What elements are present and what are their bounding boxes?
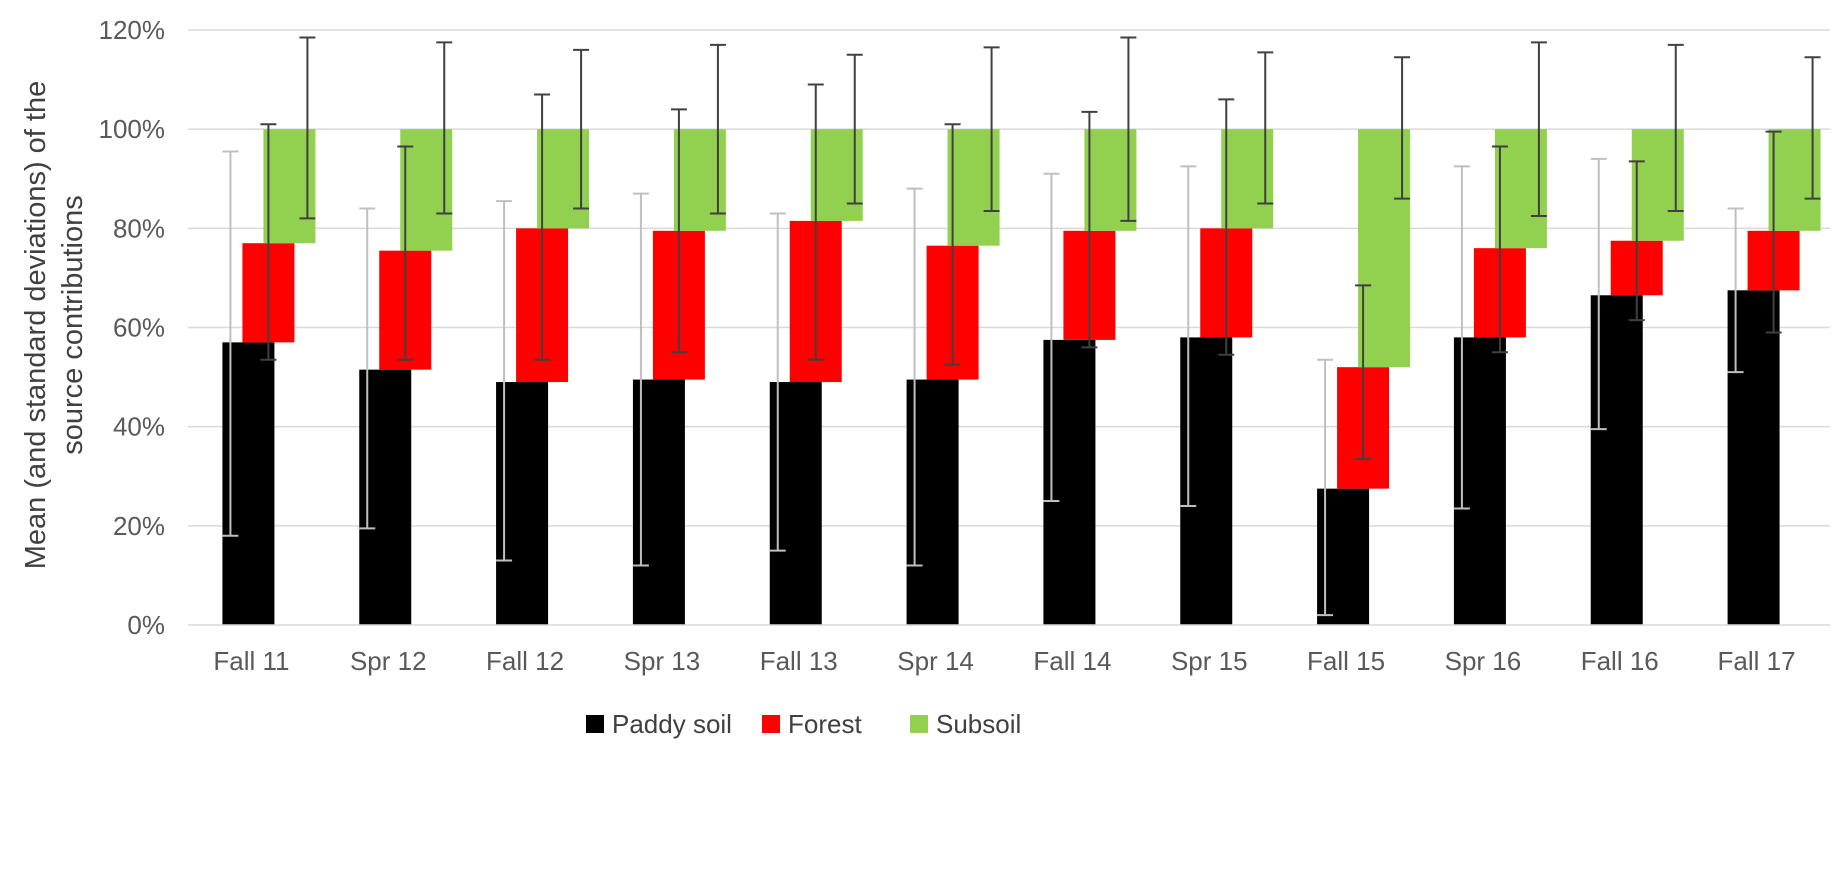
- error-bar: [983, 46, 1000, 212]
- y-tick-label: 0%: [127, 610, 165, 640]
- error-bar: [1218, 98, 1235, 356]
- error-bar: [1667, 43, 1684, 212]
- error-bar: [1765, 130, 1782, 334]
- error-bar: [1120, 36, 1137, 222]
- x-tick-label: Spr 15: [1171, 646, 1248, 676]
- error-bar: [1727, 207, 1744, 374]
- error-bar: [573, 48, 590, 210]
- error-bar: [359, 207, 376, 530]
- x-tick-label: Fall 12: [486, 646, 564, 676]
- y-tick-label: 40%: [113, 412, 165, 442]
- x-tick-label: Spr 12: [350, 646, 427, 676]
- error-bar: [1804, 56, 1821, 200]
- error-bar: [1081, 110, 1098, 349]
- x-tick-label: Fall 15: [1307, 646, 1385, 676]
- gridlines: [188, 29, 1830, 527]
- legend-swatch: [762, 715, 780, 733]
- error-bar: [1491, 145, 1508, 354]
- x-tick-label: Spr 14: [897, 646, 974, 676]
- legend-item: Forest: [762, 709, 862, 739]
- error-bar: [1530, 41, 1547, 217]
- y-tick-label: 20%: [113, 511, 165, 541]
- bars: [222, 129, 1821, 625]
- y-tick-label: 120%: [99, 15, 166, 45]
- error-bar: [1043, 172, 1060, 503]
- error-bar: [260, 123, 277, 361]
- error-bar: [1394, 56, 1411, 200]
- x-tick-label: Fall 13: [760, 646, 838, 676]
- legend-label: Subsoil: [936, 709, 1021, 739]
- y-tick-label: 100%: [99, 114, 166, 144]
- x-tick-label: Spr 16: [1445, 646, 1522, 676]
- error-bar: [222, 150, 239, 537]
- error-bar: [709, 43, 726, 215]
- error-bar: [1628, 160, 1645, 322]
- error-bar: [1355, 284, 1372, 460]
- error-bar: [846, 53, 863, 205]
- error-bar: [906, 187, 923, 567]
- x-tick-label: Fall 11: [213, 646, 289, 676]
- error-bar: [1257, 51, 1274, 205]
- error-bar: [769, 212, 786, 552]
- x-tick-label: Fall 14: [1033, 646, 1111, 676]
- legend-item: Paddy soil: [586, 709, 732, 739]
- x-tick-label: Fall 17: [1718, 646, 1796, 676]
- legend: Paddy soil Forest Subsoil: [586, 709, 1021, 739]
- error-bar: [397, 145, 414, 361]
- legend-item: Subsoil: [910, 709, 1021, 739]
- error-bar: [944, 123, 961, 366]
- error-bar: [807, 83, 824, 361]
- y-tick-label: 80%: [113, 213, 165, 243]
- error-bar: [1453, 165, 1470, 510]
- y-axis-title-line-2: source contributions: [57, 195, 89, 455]
- error-bar: [1590, 157, 1607, 431]
- legend-swatch: [586, 715, 604, 733]
- legend-swatch: [910, 715, 928, 733]
- legend-label: Paddy soil: [612, 709, 732, 739]
- x-tick-label: Spr 13: [624, 646, 701, 676]
- error-bar: [632, 192, 649, 567]
- error-bar: [670, 108, 687, 354]
- error-bar: [1317, 358, 1334, 617]
- error-bar: [299, 36, 316, 220]
- axes: Mean (and standard deviations) of the so…: [20, 15, 1830, 676]
- error-bar: [534, 93, 551, 361]
- legend-label: Forest: [788, 709, 862, 739]
- y-axis-title-line-1: Mean (and standard deviations) of the: [20, 81, 52, 569]
- error-bars: [222, 36, 1821, 617]
- x-tick-label: Fall 16: [1581, 646, 1659, 676]
- error-bar: [436, 41, 453, 215]
- y-tick-label: 60%: [113, 313, 165, 343]
- error-bar: [1180, 165, 1197, 507]
- error-bar: [496, 200, 513, 562]
